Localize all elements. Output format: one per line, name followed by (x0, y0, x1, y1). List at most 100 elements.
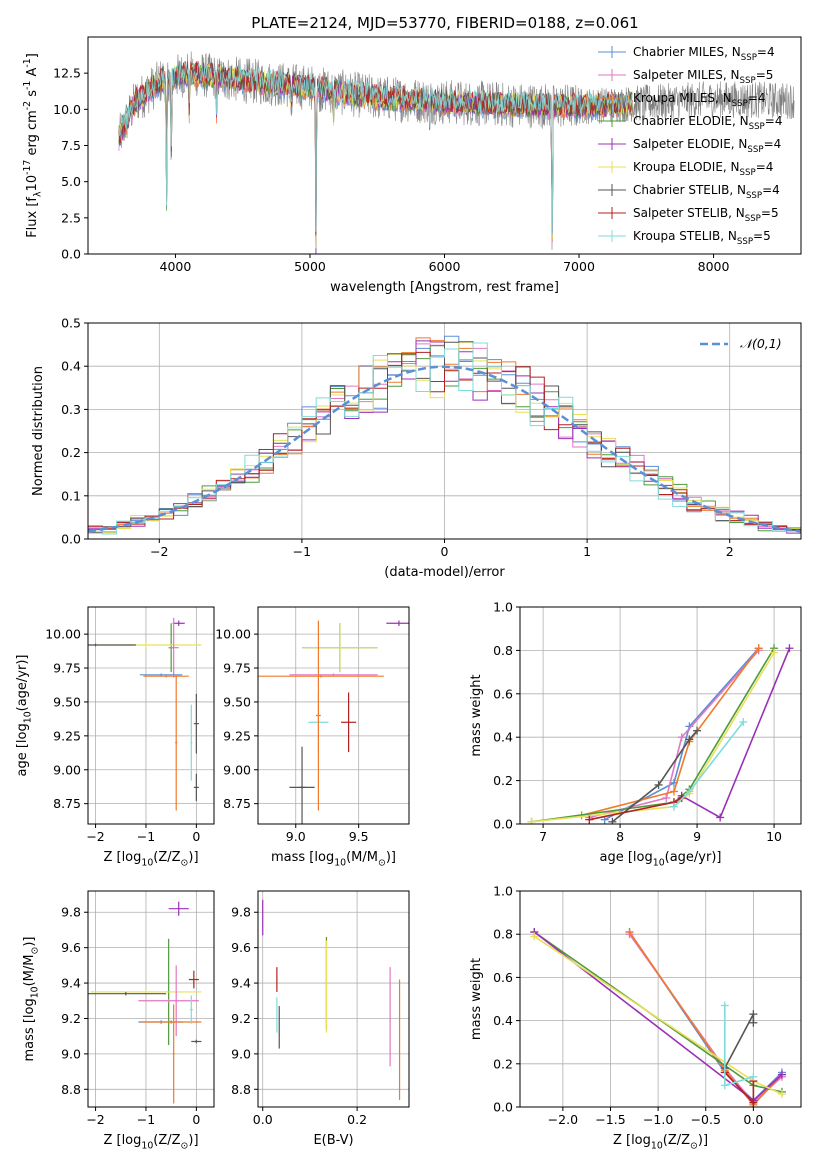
label-part: ⊙ (181, 858, 189, 869)
plot-area (88, 901, 202, 1104)
x-axis-label: wavelength [Angstrom, rest frame] (330, 280, 559, 295)
legend-label: Salpeter STELIB, NSSP=5 (633, 206, 779, 224)
label-part: =5 (756, 68, 774, 82)
label-part: SSP (740, 168, 756, 178)
label-part: E(B-V) (313, 1133, 353, 1148)
weight-line-chabrier_stelib (611, 730, 698, 823)
y-axis-label: age [log10(age/yr)] (15, 655, 34, 777)
label-part: =4 (748, 91, 766, 105)
label-part: =5 (761, 206, 779, 220)
x-tick-label: 0 (441, 544, 449, 559)
x-axis-label: (data-model)/error (384, 565, 505, 580)
y-tick-label: 2.5 (61, 210, 81, 225)
y-tick-label: 0.3 (61, 402, 81, 417)
axes-frame (87, 890, 215, 1108)
y-tick-label: 9.4 (61, 976, 81, 991)
y-tick-label: 10.00 (215, 627, 251, 642)
y-tick-label: 9.50 (223, 694, 251, 709)
gaussian-curve (88, 365, 801, 533)
y-tick-label: 9.8 (231, 905, 251, 920)
y-tick-label: 9.75 (53, 661, 81, 676)
label-part: Kroupa ELODIE, N (633, 160, 740, 174)
label-part: SSP (749, 122, 765, 132)
label-part: SSP (746, 191, 762, 201)
label-part: Kroupa MILES, N (633, 91, 732, 105)
label-part: SSP (745, 214, 761, 224)
x-tick-label: 6000 (429, 259, 461, 274)
histogram-kroupa_stelib (88, 342, 801, 539)
label-part: Chabrier MILES, N (633, 45, 741, 59)
y-tick-label: 12.5 (53, 66, 81, 81)
label-part: 10 (141, 1141, 153, 1152)
label-part: (M/M (22, 955, 37, 987)
y-tick-label: 9.8 (61, 905, 81, 920)
legend-label: Kroupa ELODIE, NSSP=4 (633, 160, 773, 178)
label-part: 10 (23, 711, 34, 723)
age-vs-mass-panel: 9.0 9.5 8.75 9.00 9.25 9.50 9.75 10.00 mass [log… (215, 606, 410, 869)
label-part: ⊙ (378, 858, 386, 869)
y-tick-label: 9.25 (223, 728, 251, 743)
label-part: )] (188, 850, 198, 865)
label-part: age [log (600, 850, 653, 865)
y-tick-label: 0.0 (61, 247, 81, 262)
x-axis-label: Z [log10(Z/Z⊙)] (613, 1133, 708, 1152)
label-part: Z [log (103, 1133, 141, 1148)
x-tick-label: 4000 (160, 259, 192, 274)
y-tick-label: 9.50 (53, 694, 81, 709)
label-part: ⊙ (181, 1141, 189, 1152)
axes-frame (519, 606, 802, 825)
label-part: =4 (764, 137, 782, 151)
label-part: (age/yr)] (665, 850, 722, 865)
y-tick-label: 7.5 (61, 138, 81, 153)
x-axis-label: Z [log10(Z/Z⊙)] (103, 850, 198, 869)
y-axis-label: mass weight (469, 674, 484, 756)
y-tick-label: 0.8 (493, 927, 513, 942)
legend-label: Chabrier MILES, NSSP=4 (633, 45, 775, 63)
y-tick-label: 0.2 (61, 445, 81, 460)
label-part: A (25, 68, 40, 81)
label-part: 10 (25, 175, 40, 192)
x-tick-label: 0 (192, 1112, 200, 1127)
x-tick-label: −2 (150, 544, 168, 559)
weight-line-salpeter_miles (589, 649, 760, 819)
label-part: mass [log (271, 850, 334, 865)
label-part: (Z/Z (153, 1133, 180, 1148)
y-tick-label: 8.8 (61, 1082, 81, 1097)
label-part: 𝒩(0,1) (740, 336, 782, 351)
y-tick-label: 0.6 (493, 686, 513, 701)
weight-line-kroupa_miles (581, 647, 760, 817)
x-tick-label: 9.5 (349, 829, 369, 844)
y-axis-label: Flux [fλ10-17 erg cm-2 s-1 A-1] (22, 53, 43, 238)
y-tick-label: 1.0 (493, 600, 513, 615)
plot-area (88, 335, 801, 539)
residuals-panel: −2 −1 0 1 2 0.0 0.1 0.2 0.3 0.4 0.5 (data-model)/er… (31, 316, 802, 580)
label-part: mass [log (22, 998, 37, 1061)
label-part: s (25, 90, 40, 101)
x-tick-label: 0.0 (743, 1112, 763, 1127)
label-part: Salpeter STELIB, N (633, 206, 745, 220)
label-part: mass weight (469, 674, 484, 756)
y-tick-label: 8.75 (53, 796, 81, 811)
x-tick-label: 0.0 (253, 1112, 273, 1127)
y-tick-label: 0.0 (493, 817, 513, 832)
legend-label: Kroupa MILES, NSSP=4 (633, 91, 766, 109)
label-part: =4 (757, 45, 775, 59)
y-tick-label: 10.00 (45, 627, 81, 642)
panels: 4000 5000 6000 7000 80000.02.55.07.510.012.5… (15, 36, 802, 1152)
y-tick-label: 9.2 (61, 1011, 81, 1026)
label-part: erg cm (25, 110, 40, 159)
x-tick-label: −1 (137, 1112, 155, 1127)
label-part: )] (188, 1133, 198, 1148)
y-tick-label: 5.0 (61, 174, 81, 189)
label-part: SSP (732, 99, 748, 109)
label-part: 10 (141, 858, 153, 869)
y-axis-label: mass [log10(M/M⊙)] (22, 937, 41, 1062)
label-part: SSP (737, 237, 753, 247)
y-tick-label: 0.8 (493, 643, 513, 658)
x-tick-label: −2.0 (548, 1112, 578, 1127)
x-tick-label: −2 (86, 829, 104, 844)
label-part: Chabrier ELODIE, N (633, 114, 749, 128)
legend-label: Chabrier STELIB, NSSP=4 (633, 183, 780, 201)
